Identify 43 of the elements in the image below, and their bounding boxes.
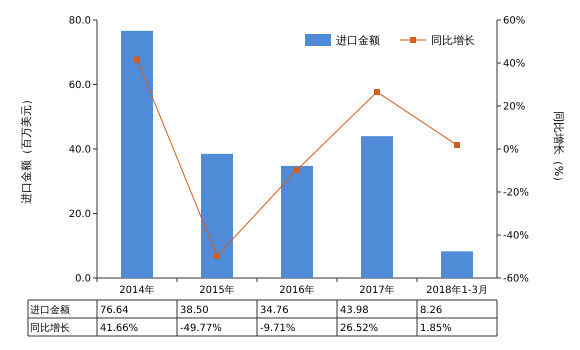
legend-label: 进口金额 (336, 34, 380, 47)
point (214, 253, 220, 260)
bar (441, 251, 473, 278)
text: 同比增长 (30, 323, 70, 334)
bar (201, 154, 233, 278)
data-label: 34.76 (260, 305, 289, 316)
y2-tick-label: 60% (503, 16, 526, 26)
y-tick-label: 80.0 (68, 16, 91, 26)
data-label: 76.64 (100, 305, 129, 316)
y2-tick-label: -40% (503, 230, 529, 242)
y2-tick-label: 20% (503, 102, 526, 112)
x-tick-label: 2015年 (199, 284, 235, 296)
y-tick-label: 40.0 (68, 144, 91, 156)
data-label: 41.66% (100, 323, 138, 334)
bar (281, 166, 313, 278)
legend-label: 同比增长 (431, 34, 475, 47)
bar (121, 30, 153, 278)
y2-tick-label: -60% (503, 274, 529, 284)
x-tick-label: 2014年 (119, 284, 155, 296)
y-tick-label: 0.0 (75, 274, 91, 284)
data-label: 26.52% (340, 323, 378, 334)
y2-axis-title: 同比增长（%） (552, 110, 565, 188)
data-label: 43.98 (340, 305, 369, 316)
data-label: 38.50 (180, 305, 209, 316)
bar (361, 136, 393, 278)
data-label: 8.26 (420, 305, 442, 316)
point (134, 56, 140, 62)
y-axis-title: 进口金额（百万美元） (20, 94, 33, 204)
y2-tick-label: 40% (503, 58, 526, 70)
data-label: -9.71% (260, 323, 296, 334)
data-label: -49.77% (180, 323, 222, 334)
point (454, 142, 460, 148)
x-tick-label: 2018年1-3月 (426, 284, 488, 296)
y-tick-label: 20.0 (68, 209, 91, 220)
x-tick-label: 2016年 (279, 284, 315, 296)
point (374, 88, 380, 95)
data-label: 1.85% (420, 323, 452, 334)
y2-tick-label: 0% (503, 144, 519, 156)
point (294, 166, 300, 173)
y-tick-label: 60.0 (68, 80, 91, 91)
x-tick-label: 2017年 (359, 284, 395, 296)
text: 进口金额 (30, 305, 70, 316)
y2-tick-label: -20% (503, 188, 529, 198)
